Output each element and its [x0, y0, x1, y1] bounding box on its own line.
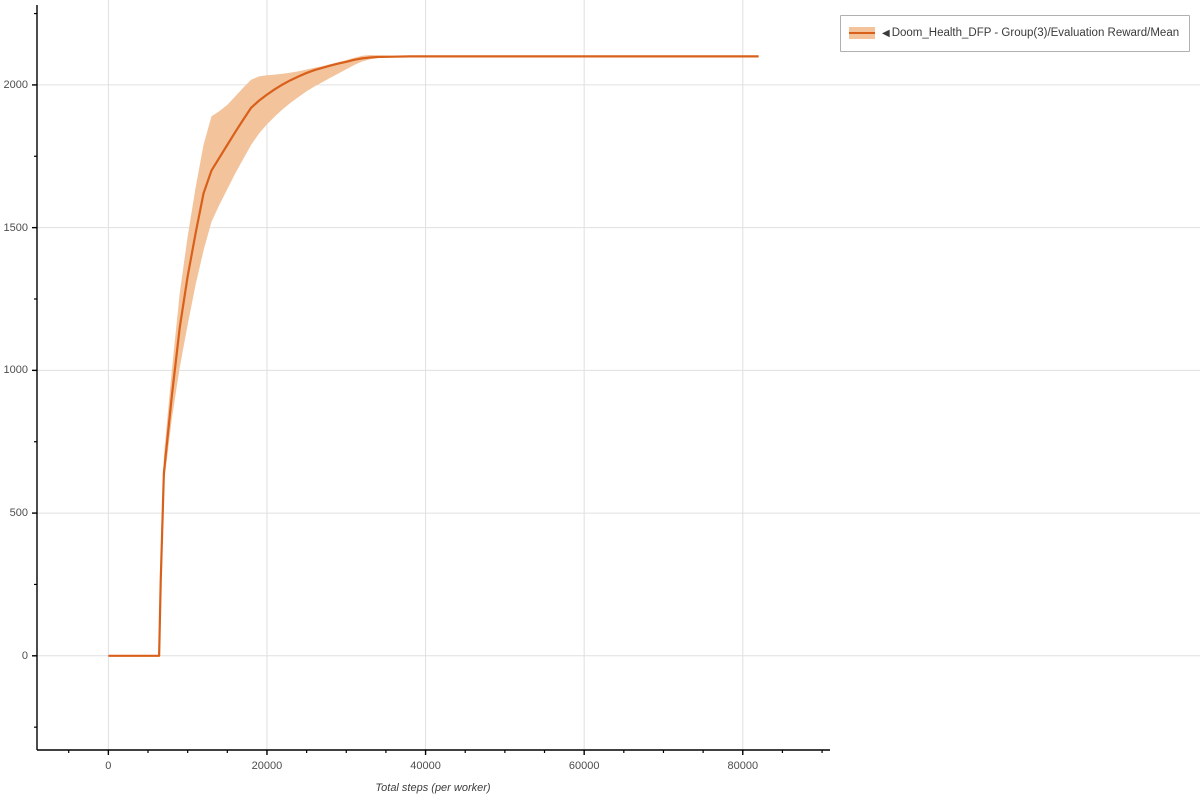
x-tick-label: 40000: [410, 760, 441, 772]
legend-color-swatch: [849, 25, 875, 41]
x-axis-title: Total steps (per worker): [375, 782, 491, 794]
grid-lines: [37, 0, 1200, 750]
y-tick-label: 2000: [3, 78, 28, 91]
mean-line: [108, 55, 759, 657]
chart-legend[interactable]: ◀ Doom_Health_DFP - Group(3)/Evaluation R…: [840, 15, 1190, 52]
axis-spines: [36, 5, 830, 751]
legend-collapse-arrow-icon[interactable]: ◀: [882, 28, 890, 39]
axis-ticks: [32, 12, 823, 755]
legend-label: ◀ Doom_Health_DFP - Group(3)/Evaluation R…: [882, 24, 1179, 43]
confidence-band: [108, 54, 759, 656]
x-tick-label: 60000: [568, 760, 600, 772]
y-tick-label: 1500: [3, 221, 28, 234]
x-tick-label: 80000: [727, 760, 759, 772]
legend-series-name: Doom_Health_DFP - Group(3)/Evaluation Re…: [891, 27, 1180, 39]
y-tick-label: 500: [9, 507, 28, 520]
legend-line-swatch: [849, 32, 875, 35]
y-tick-label: 1000: [3, 364, 28, 377]
y-tick-label: 0: [21, 649, 28, 662]
x-tick-label: 20000: [251, 760, 283, 772]
x-tick-label: 0: [105, 760, 112, 772]
legend-item[interactable]: ◀ Doom_Health_DFP - Group(3)/Evaluation R…: [849, 24, 1183, 43]
